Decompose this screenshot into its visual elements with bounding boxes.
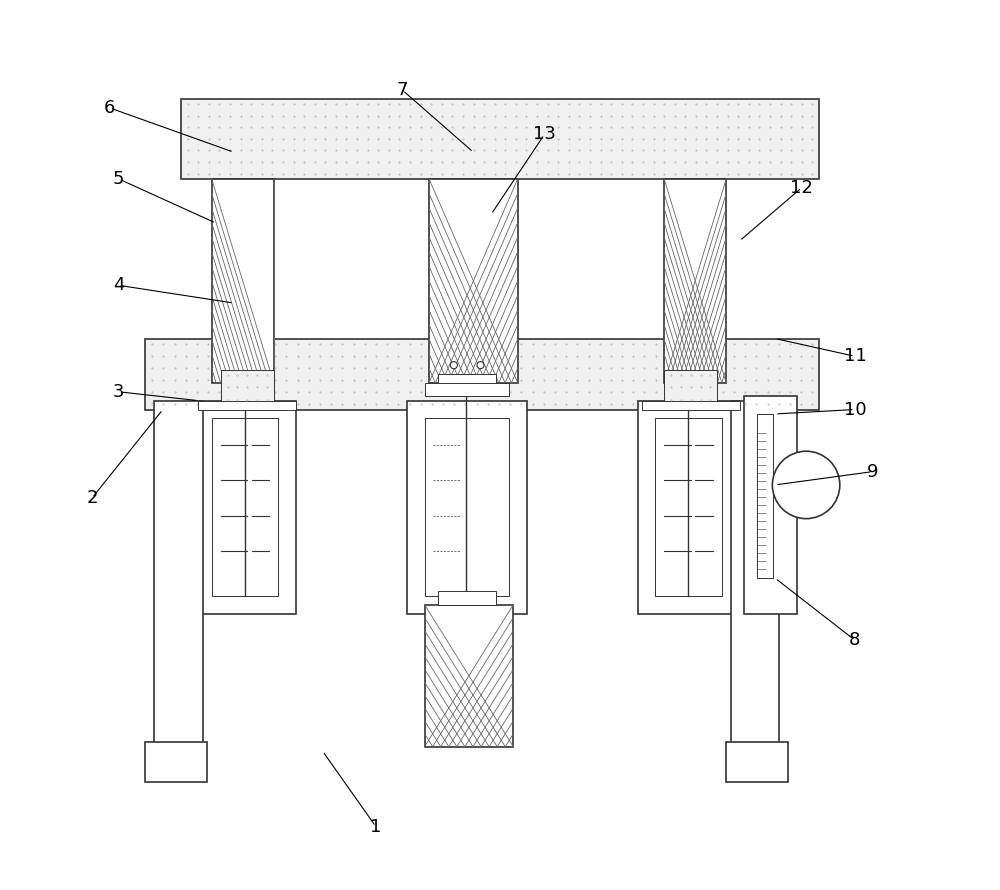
Text: 13: 13 [533,125,556,143]
Bar [429,179,518,383]
Bar [438,383,496,396]
Bar [181,99,819,179]
Bar [438,374,496,383]
Bar [731,400,779,747]
Text: 10: 10 [844,400,866,418]
Bar [744,396,797,613]
Bar [154,400,203,747]
Bar [726,742,788,782]
Text: 8: 8 [849,631,861,649]
Bar [655,418,722,595]
Circle shape [450,361,457,368]
Bar [425,604,513,747]
Text: 7: 7 [397,81,408,99]
Bar [145,742,207,782]
Bar [212,179,274,383]
Bar [664,179,726,383]
Text: 6: 6 [104,99,115,117]
Text: 9: 9 [867,463,878,481]
Bar [438,591,496,604]
Text: 1: 1 [370,818,381,836]
Bar [221,369,274,405]
Bar [757,414,773,578]
Text: 12: 12 [790,179,813,197]
Bar [212,418,278,595]
Bar [145,338,819,409]
Circle shape [477,361,484,368]
Bar [642,400,740,409]
Bar [194,400,296,613]
Bar [425,418,509,595]
Bar [407,400,527,613]
Bar [638,400,740,613]
Bar [198,400,296,409]
Bar [664,369,717,405]
Bar [451,374,482,383]
Text: 3: 3 [113,383,124,400]
Text: 2: 2 [86,490,98,507]
Bar [425,383,509,396]
Text: 11: 11 [844,347,866,365]
Text: 5: 5 [113,170,124,188]
Text: 4: 4 [113,276,124,295]
Circle shape [772,451,840,519]
